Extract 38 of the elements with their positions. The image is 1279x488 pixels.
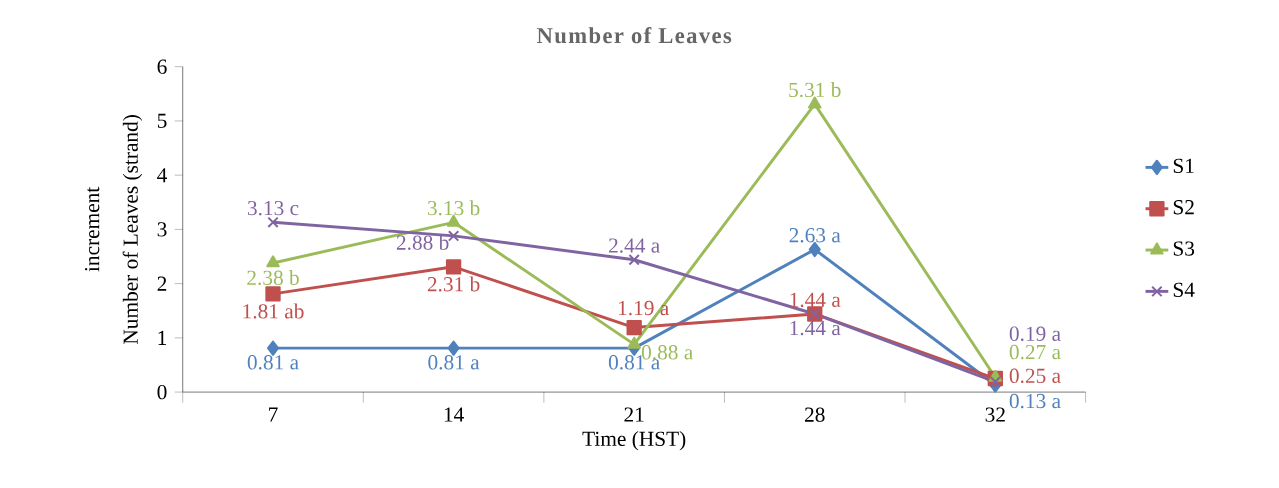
chart-title: Number of Leaves bbox=[536, 27, 732, 44]
x-tick-label: 28 bbox=[805, 407, 825, 422]
data-label: 5.31 b bbox=[789, 82, 841, 98]
y-tick-label: 1 bbox=[158, 330, 167, 345]
data-label: 0.13 a bbox=[1009, 393, 1061, 409]
data-label: 1.44 a bbox=[790, 320, 841, 336]
data-label: 2.38 b bbox=[247, 269, 299, 285]
legend-label: S4 bbox=[1173, 282, 1195, 298]
y-tick-label: 2 bbox=[157, 276, 167, 291]
y-tick-label: 6 bbox=[157, 59, 167, 74]
y-tick-label: 0 bbox=[157, 384, 167, 400]
data-label: 2.31 b bbox=[427, 276, 480, 292]
data-label: 3.13 c bbox=[247, 200, 299, 216]
legend-label: S3 bbox=[1173, 241, 1195, 256]
x-tick-label: 14 bbox=[444, 407, 464, 422]
data-label: 1.81 ab bbox=[243, 303, 304, 319]
legend-label: S2 bbox=[1173, 200, 1194, 215]
data-label: 0.25 a bbox=[1009, 368, 1061, 384]
x-tick-label: 21 bbox=[624, 407, 644, 422]
y-tick-label: 5 bbox=[157, 113, 167, 128]
data-label: 1.19 a bbox=[618, 300, 669, 316]
x-tick-label: 32 bbox=[985, 407, 1005, 422]
y-tick-label: 3 bbox=[157, 222, 167, 237]
data-label: 0.19 a bbox=[1009, 326, 1061, 341]
data-label: 0.81 a bbox=[247, 355, 299, 370]
x-tick-label: 7 bbox=[269, 407, 278, 422]
text: increment bbox=[85, 186, 100, 272]
data-label: 3.13 b bbox=[427, 200, 480, 216]
y-axis-title: Number of Leaves (strand) bbox=[122, 115, 143, 344]
data-label: 0.27 a bbox=[1009, 344, 1061, 360]
data-label: 2.63 a bbox=[789, 228, 841, 243]
data-label: 1.44 a bbox=[790, 292, 841, 307]
y-tick-label: 4 bbox=[157, 168, 168, 183]
data-label: 0.81 a bbox=[428, 355, 480, 370]
data-label: 2.44 a bbox=[609, 238, 660, 253]
legend-label: S1 bbox=[1173, 158, 1194, 174]
x-axis-title: Time (HST) bbox=[582, 430, 686, 451]
data-label: 2.88 b bbox=[396, 234, 449, 250]
